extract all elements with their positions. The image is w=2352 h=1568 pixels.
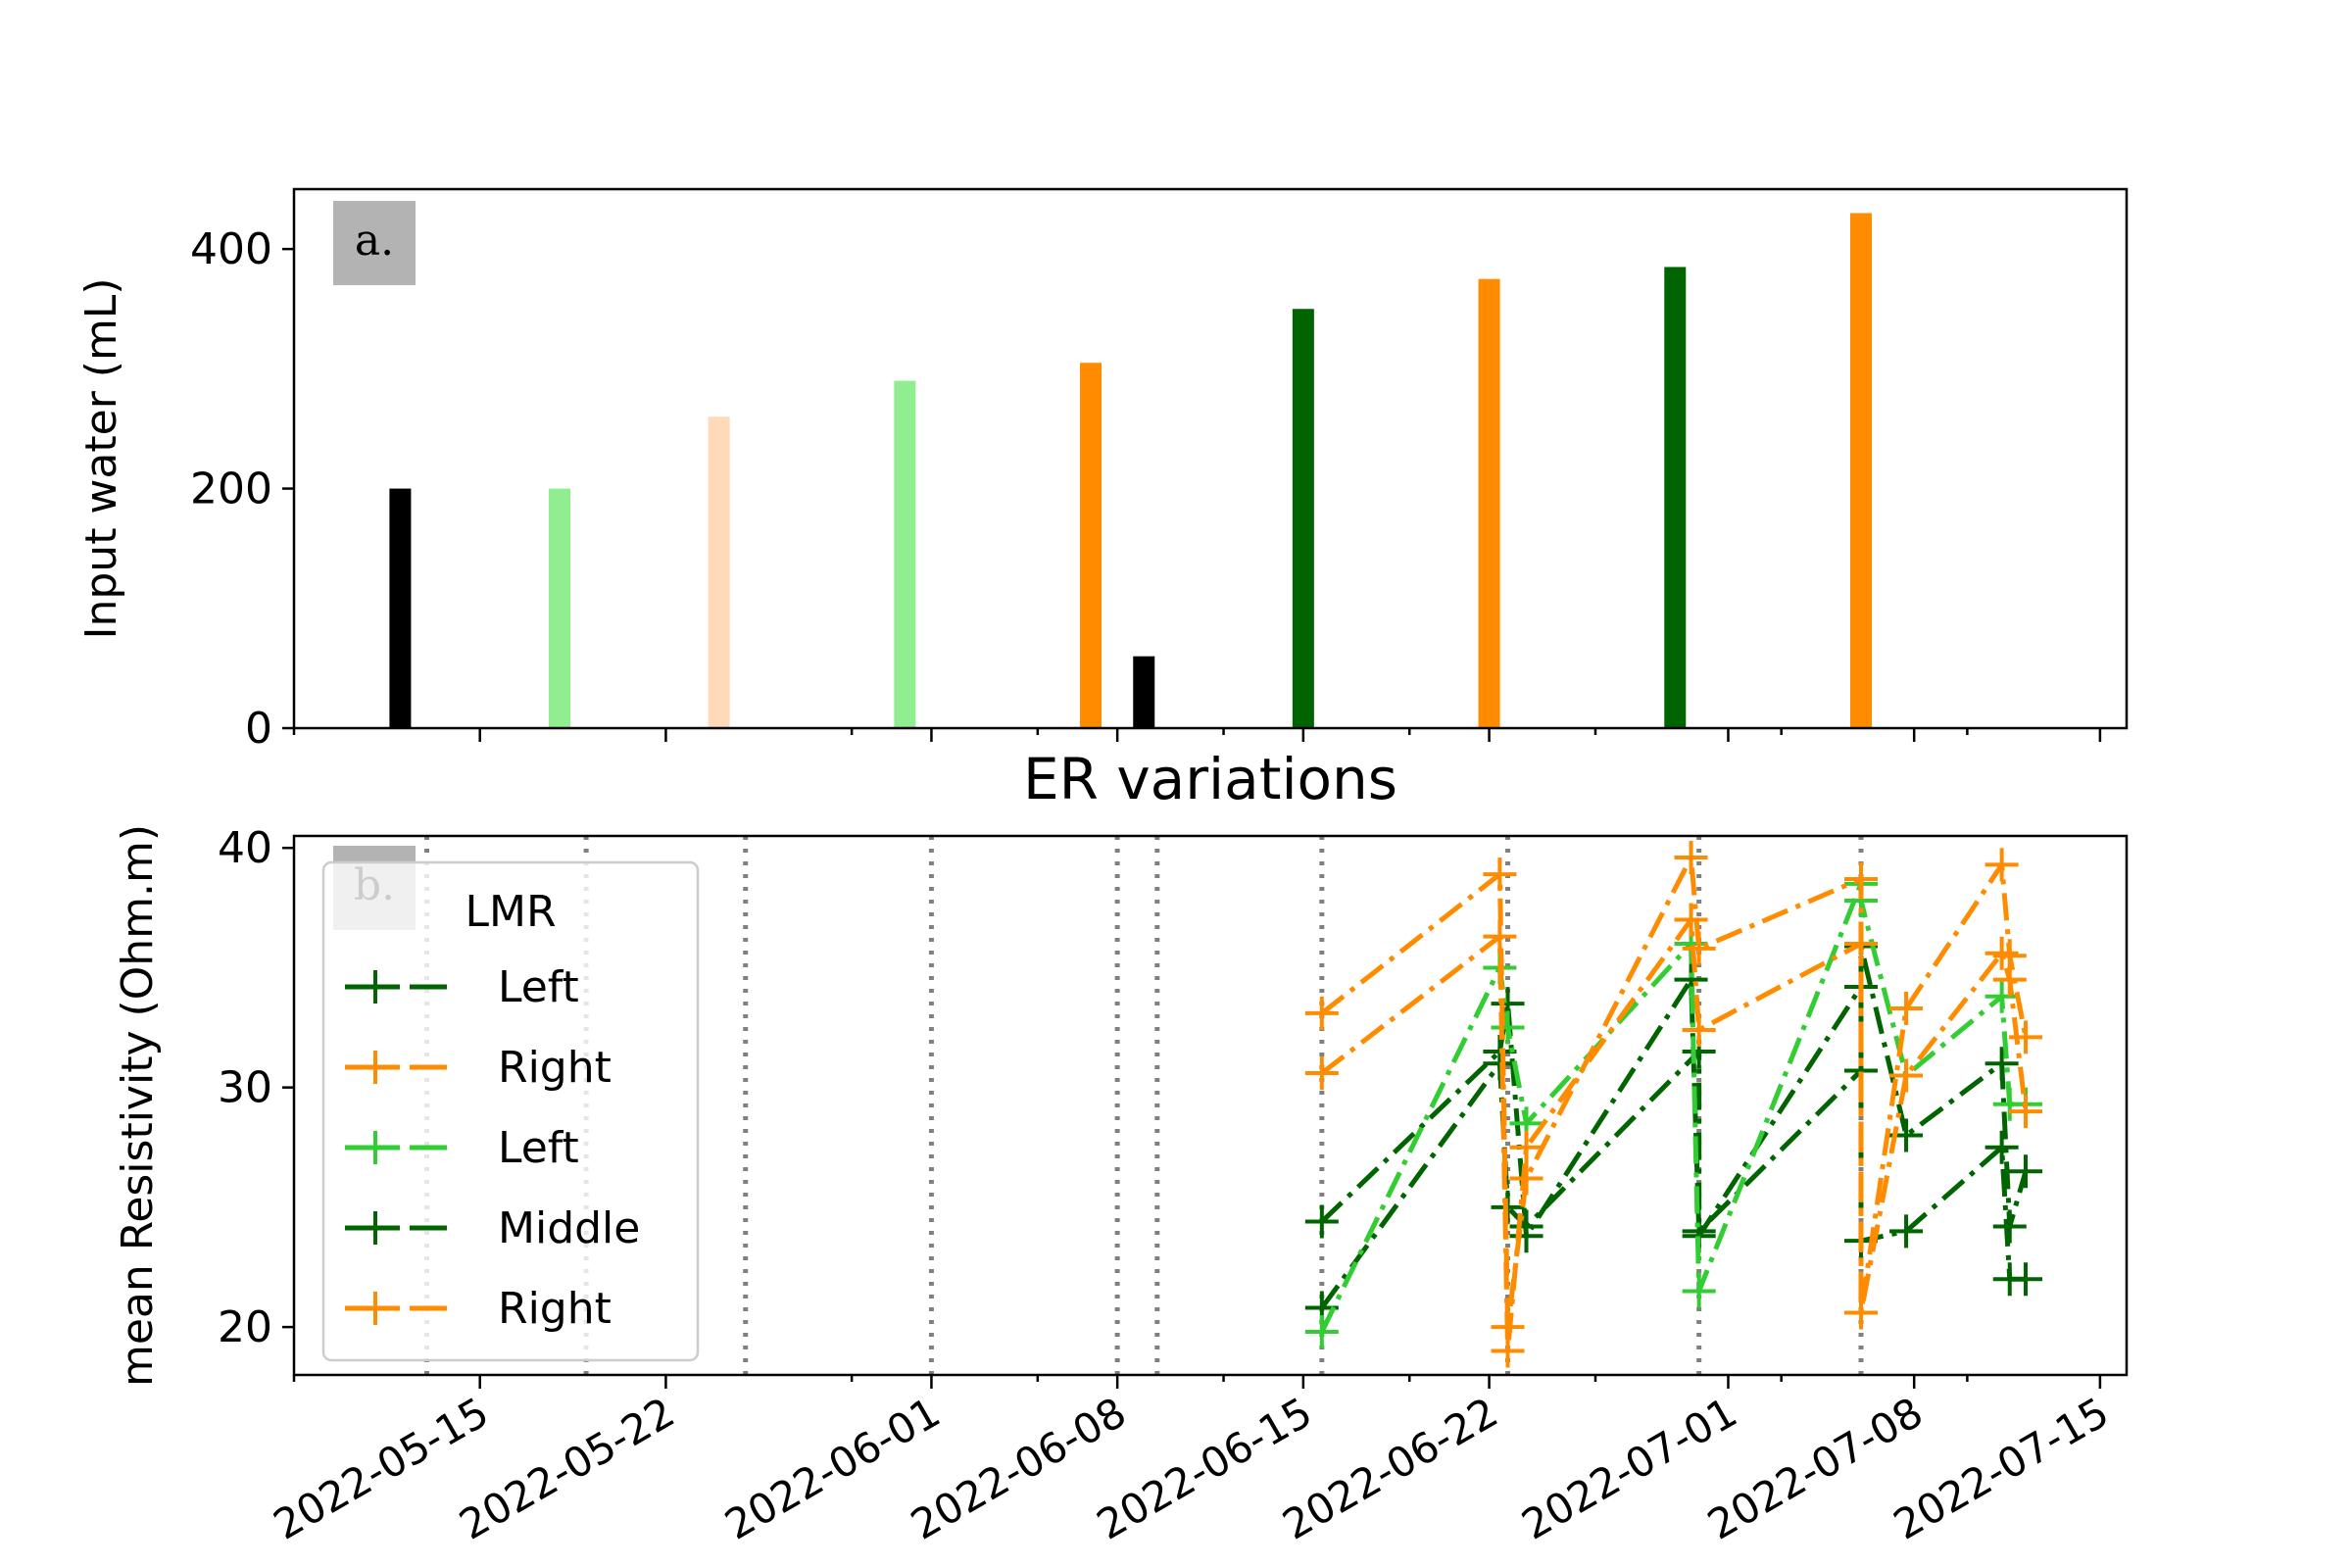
bar-1 (549, 488, 571, 728)
legend-label-3: Middle (498, 1203, 640, 1253)
bar-3 (894, 380, 916, 728)
bar-5 (1133, 656, 1155, 728)
panel-a-x-axis (292, 728, 2102, 742)
series-4-point-3 (1509, 1130, 1544, 1164)
panel-b-y-axis: 20 30 40 (218, 823, 294, 1352)
panel-a-label: a. (355, 216, 394, 266)
panel-a-y-axis: 0 200 400 (190, 224, 294, 754)
series-4-point-9 (1984, 936, 2019, 970)
a-ytick-label-0: 0 (245, 704, 272, 754)
series-2-point-2 (1491, 1010, 1525, 1045)
legend-label-4: Right (498, 1284, 612, 1334)
b-ytick-label-20: 20 (218, 1302, 272, 1352)
legend: LMR Left Right Left Middle Right (321, 860, 700, 1362)
series-1-point-0 (1304, 1204, 1339, 1239)
series-3-point-0 (1304, 996, 1339, 1030)
panel-a-bars (389, 213, 1872, 728)
series-3-point-4 (1674, 841, 1708, 874)
series-4-point-7 (1843, 1296, 1878, 1330)
b-ytick-label-30: 30 (218, 1063, 272, 1113)
panel-b-title: ER variations (1023, 746, 1397, 812)
series-1-point-10 (1992, 1209, 2027, 1244)
series-4-point-1 (1483, 919, 1517, 954)
series-2-point-0 (1304, 1315, 1339, 1348)
panel-b-series (1304, 841, 2043, 1368)
series-4-point-2 (1491, 1334, 1525, 1368)
series-4-point-4 (1674, 903, 1708, 937)
b-ytick-label-40: 40 (218, 823, 272, 873)
bar-8 (1664, 267, 1687, 728)
bar-0 (389, 488, 412, 728)
series-4-point-11 (2009, 1095, 2043, 1129)
series-4-point-8 (1889, 1058, 1924, 1093)
series-4-point-6 (1843, 927, 1878, 960)
series-4-point-5 (1682, 1013, 1716, 1047)
series-3-point-8 (1889, 992, 1924, 1025)
bar-7 (1478, 278, 1500, 728)
legend-title: LMR (465, 887, 556, 937)
legend-entries: Left Right Left Middle Right (345, 962, 640, 1334)
bar-6 (1292, 309, 1314, 728)
series-2-point-5 (1682, 1274, 1716, 1308)
series-3-point-1 (1483, 858, 1517, 892)
panel-a-ylabel: Input water (mL) (76, 278, 126, 640)
panel-b-ylabel: mean Resistivity (Ohm.m) (113, 824, 163, 1387)
series-3-point-6 (1843, 862, 1878, 896)
legend-label-1: Right (498, 1043, 612, 1093)
bar-4 (1080, 363, 1102, 728)
panel-b-frame (292, 834, 2129, 1377)
legend-label-0: Left (498, 962, 579, 1012)
panel-a: 0 200 400 Input water (mL) a. (76, 187, 2129, 754)
panel-a-frame (292, 187, 2129, 730)
series-3-point-9 (1984, 848, 2019, 882)
series-0-point-11 (2009, 1262, 2043, 1297)
series-4-point-0 (1304, 1056, 1339, 1090)
series-1-point-9 (1984, 1047, 2019, 1081)
legend-label-2: Left (498, 1123, 579, 1173)
bar-2 (708, 416, 730, 728)
series-0-point-9 (1984, 1130, 2019, 1164)
series-3-point-5 (1682, 931, 1716, 965)
series-0-point-8 (1889, 1214, 1924, 1249)
series-1-point-3 (1509, 1219, 1544, 1253)
a-ytick-label-400: 400 (190, 224, 272, 274)
series-2-point-9 (1984, 979, 2019, 1013)
panel-a-label-box (333, 201, 416, 285)
series-1-point-11 (2009, 1154, 2043, 1189)
bar-9 (1849, 213, 1872, 728)
a-ytick-label-200: 200 (190, 465, 272, 514)
series-4-point-10 (1992, 962, 2027, 997)
